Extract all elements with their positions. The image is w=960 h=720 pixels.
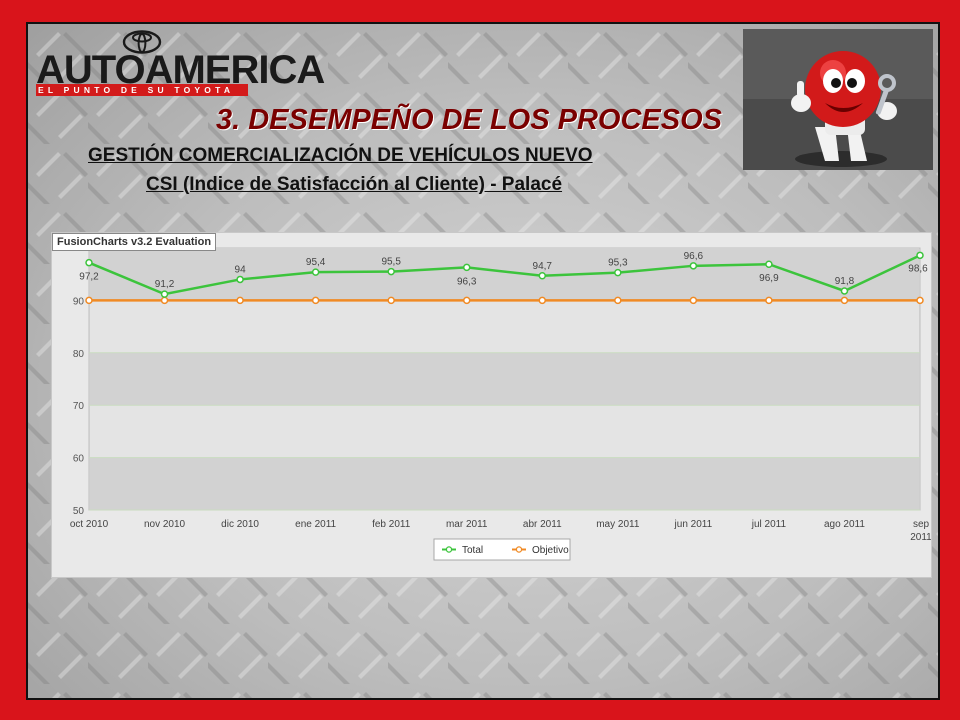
x-tick-label: nov 2010: [144, 519, 186, 530]
data-label: 96,9: [759, 273, 779, 284]
data-point-objetivo: [538, 296, 547, 305]
grid-band: [90, 300, 919, 353]
data-point-total: [538, 272, 547, 280]
grid-band: [90, 457, 919, 510]
y-tick-label: 80: [73, 349, 85, 360]
data-point-objetivo: [765, 296, 773, 305]
y-tick-label: 70: [73, 401, 85, 412]
autoamerica-logo: AUTOAMERICA EL PUNTO DE SU TOYOTA: [36, 28, 325, 98]
data-label: 96,6: [684, 251, 704, 262]
data-point-total: [765, 260, 773, 268]
x-tick-label: may 2011: [596, 519, 640, 530]
data-label: 98,6: [908, 263, 928, 274]
data-point-objetivo: [916, 296, 924, 305]
data-point-total: [916, 251, 924, 260]
data-label: 96,3: [457, 276, 477, 287]
line-chart: 50 60 70 80 90 oct 2010 nov 2010 dic 2010 ene 2…: [70, 247, 932, 561]
data-point-total: [160, 290, 169, 298]
data-label: 97,2: [79, 272, 99, 283]
x-tick-label: jul 2011: [751, 519, 787, 530]
data-point-total: [462, 263, 471, 272]
data-point-objetivo: [236, 296, 244, 305]
data-label: 94,7: [533, 261, 553, 272]
data-point-total: [840, 287, 849, 295]
x-tick-label: feb 2011: [372, 519, 411, 530]
x-tick-label: mar 2011: [446, 519, 488, 530]
x-tick-label: dic 2010: [221, 519, 259, 530]
legend-label-total: Total: [462, 545, 483, 556]
series-line-total: [88, 254, 921, 296]
chart-subtitle: CSI (Indice de Satisfacción al Cliente) …: [146, 174, 563, 195]
data-point-total: [236, 275, 244, 284]
legend-label-objetivo: Objetivo: [532, 545, 569, 556]
data-label: 91,8: [835, 276, 855, 287]
x-tick-label: oct 2010: [70, 519, 109, 530]
data-point-total: [85, 258, 93, 267]
x-tick-label: jun 2011: [674, 519, 713, 530]
data-point-total: [387, 267, 395, 276]
data-label: 95,3: [608, 258, 628, 269]
page-subtitle: GESTIÓN COMERCIALIZACIÓN DE VEHÍCULOS NU…: [88, 145, 593, 166]
mascot-illustration: [743, 29, 933, 170]
y-tick-label: 50: [73, 506, 85, 517]
toyota-emblem-icon: [122, 30, 162, 54]
chart-container: 50 60 70 80 90 oct 2010 nov 2010 dic 2010 ene 2…: [51, 232, 932, 578]
mascot-image: [743, 29, 933, 170]
y-tick-label: 90: [73, 296, 85, 307]
data-label: 91,2: [155, 279, 175, 290]
data-label: 95,4: [306, 257, 326, 268]
x-tick-label: ago 2011: [824, 519, 865, 530]
data-point-objetivo: [614, 296, 622, 305]
grid-band: [90, 248, 919, 301]
data-point-objetivo: [160, 296, 169, 305]
data-point-total: [311, 268, 320, 276]
data-point-objetivo: [311, 296, 320, 305]
legend-box: [433, 538, 571, 561]
data-point-total: [614, 268, 622, 277]
x-tick-label: ene 2011: [295, 519, 336, 530]
data-point-objetivo: [462, 296, 471, 305]
x-tick-label: sep 2011: [910, 519, 931, 543]
data-label: 94: [235, 264, 247, 275]
data-point-objetivo: [840, 296, 849, 305]
data-point-objetivo: [689, 296, 698, 305]
page-title: 3. DESEMPEÑO DE LOS PROCESOS: [216, 104, 722, 136]
data-point-total: [689, 262, 698, 270]
data-label: 95,5: [381, 257, 401, 268]
data-point-objetivo: [387, 296, 395, 305]
logo-tagline: EL PUNTO DE SU TOYOTA: [36, 84, 248, 96]
legend-marker-objetivo: [515, 546, 523, 553]
legend-marker-total: [445, 546, 453, 553]
y-tick-label: 60: [73, 454, 85, 465]
watermark-label: FusionCharts v3.2 Evaluation: [52, 233, 217, 251]
grid-band: [90, 405, 919, 458]
grid-band: [90, 352, 919, 406]
data-point-objetivo: [85, 296, 93, 305]
x-tick-label: abr 2011: [523, 519, 562, 530]
